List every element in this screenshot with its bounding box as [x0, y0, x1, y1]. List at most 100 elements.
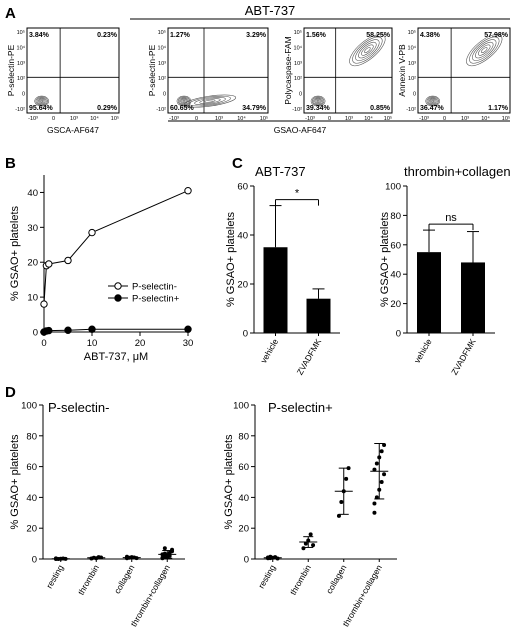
quadrant-label-lr: 1.17%	[488, 105, 509, 112]
data-point	[45, 260, 53, 268]
x-tick-label: vehicle	[258, 337, 280, 365]
contour-population-negative	[180, 98, 188, 104]
data-point	[184, 325, 192, 333]
quadrant-label-ur: 3.29%	[246, 32, 267, 39]
flow-y-tick-label: 10²	[17, 76, 25, 82]
contour-population-lr	[183, 94, 237, 108]
significance-label: *	[295, 188, 300, 200]
flow-plot-3: 1.56% 58.25% 39.34% 0.85% -10³ 0 10³ 10⁴ 10⁵ -10²…	[283, 27, 393, 122]
x-tick-label: 10	[87, 338, 98, 349]
data-point	[64, 256, 72, 265]
x-tick-label: vehicle	[412, 337, 434, 365]
y-axis-label: % GSAO+ platelets	[225, 211, 237, 307]
flow-y-tick-label: -10²	[156, 107, 166, 113]
quadrant-label-ur: 57.98%	[484, 32, 509, 39]
panel-c-chart-3: thrombin+collagen 0 20 40 60 80 100 % GSAO+ pla…	[379, 164, 511, 377]
y-tick-label: 30	[27, 223, 38, 234]
contour-population-negative	[35, 96, 48, 106]
flow-x-tick-label: 10⁵	[111, 115, 119, 122]
quadrant-label-ll: 95.64%	[29, 105, 54, 112]
x-tick-label: thrombin+collagen	[128, 563, 172, 629]
flow-y-tick-label: 10⁴	[17, 44, 26, 51]
y-tick-label: 100	[385, 182, 401, 193]
quadrant-label-lr: 0.29%	[97, 105, 118, 112]
y-axis-label: % GSAO+ platelets	[9, 205, 21, 301]
flow-y-tick-label: 10⁴	[408, 44, 417, 51]
flow-y-tick-label: 10³	[17, 61, 25, 67]
data-point	[162, 551, 167, 556]
flow-y-tick-label: 10⁴	[158, 44, 167, 51]
flow-y-tick-label: 0	[299, 92, 302, 98]
y-tick-label: 40	[237, 231, 248, 242]
y-tick-label: 80	[390, 211, 401, 222]
x-tick-label: ZVADFMK	[295, 337, 324, 377]
contour-population-negative	[310, 95, 326, 107]
x-tick-label: 0	[41, 338, 46, 349]
contour-population-negative	[40, 99, 44, 103]
panel-letter-c: C	[232, 155, 243, 172]
y-tick-label: 20	[390, 299, 401, 310]
data-point	[382, 443, 387, 448]
flow-x-tick-label: 10⁵	[502, 115, 510, 122]
contour-population-lr	[204, 99, 216, 103]
x-tick-label: thrombin+collagen	[340, 563, 384, 629]
flow-plot-frame	[303, 27, 393, 114]
flow-x-tick-label: 10⁵	[384, 115, 392, 122]
contour-population-negative	[181, 99, 187, 104]
quadrant-label-ul: 1.56%	[306, 32, 327, 39]
contour-population-negative	[316, 99, 320, 103]
flow-plot-4: 4.38% 57.98% 36.47% 1.17% -10³ 0 10³ 10⁴ 10⁵ -10²…	[397, 27, 511, 122]
contour-population-negative	[36, 97, 47, 105]
flow-x-tick-label: -10³	[305, 116, 315, 122]
flow-plot-frame	[26, 27, 120, 114]
data-point	[311, 543, 316, 548]
contour-population-negative	[177, 96, 191, 106]
flow-y-axis-label: Annexin V-PB	[397, 44, 407, 97]
panel-letter-d: D	[5, 384, 16, 401]
legend-label: P-selectin-	[132, 282, 177, 293]
x-tick-label: thrombin	[76, 563, 101, 597]
contour-population-negative	[315, 99, 321, 104]
flow-y-tick-label: 10⁵	[408, 29, 416, 36]
data-point	[336, 513, 341, 518]
y-axis-label: % GSAO+ platelets	[9, 434, 21, 530]
x-tick-label: 20	[135, 338, 146, 349]
quadrant-label-ul: 4.38%	[420, 32, 441, 39]
contour-population-lr	[189, 95, 231, 107]
x-axis-label: ABT-737, μM	[84, 351, 148, 363]
y-tick-label: 40	[238, 493, 249, 504]
contour-population-lr	[194, 97, 226, 106]
chart-title: P-selectin-	[48, 400, 109, 415]
contour-population-negative	[431, 99, 435, 103]
flow-x-tick-label: 10⁴	[364, 115, 373, 122]
flow-x-tick-label: -10³	[169, 116, 179, 122]
y-tick-label: 20	[238, 524, 249, 535]
chart-title: thrombin+collagen	[404, 164, 511, 179]
data-point	[379, 449, 384, 454]
data-point	[374, 461, 379, 466]
contour-population-negative	[313, 97, 324, 105]
contour-population-negative	[39, 99, 45, 104]
flow-plot-frame	[417, 27, 511, 114]
contour-population-ur	[355, 39, 380, 61]
y-tick-label: 40	[27, 188, 38, 199]
bar	[417, 252, 441, 333]
data-point	[308, 532, 313, 537]
flow-x-tick-label: 0	[52, 116, 55, 122]
panel-letter-a: A	[5, 5, 16, 22]
contour-population-ur	[475, 41, 494, 59]
contour-population-negative	[427, 97, 438, 105]
panel-b-chart: 0 10 20 30 40 0 10 20 30 ABT-737, μM % GSAO+ plate…	[9, 175, 193, 363]
y-tick-label: 0	[396, 329, 401, 340]
bar	[263, 247, 288, 333]
quadrant-label-ul: 3.84%	[29, 32, 50, 39]
quadrant-label-lr: 34.79%	[242, 105, 267, 112]
flow-y-tick-label: 10⁴	[294, 44, 303, 51]
flow-y-axis-label: P-selectin-PE	[147, 44, 157, 96]
panel-a-gsao-label: GSAO-AF647	[274, 125, 327, 135]
data-point	[184, 187, 192, 195]
x-tick-label: thrombin	[288, 563, 313, 597]
x-tick-label: ZVADFMK	[449, 337, 478, 377]
flow-y-tick-label: 10³	[158, 61, 166, 67]
panel-a-title: ABT-737	[245, 3, 296, 18]
